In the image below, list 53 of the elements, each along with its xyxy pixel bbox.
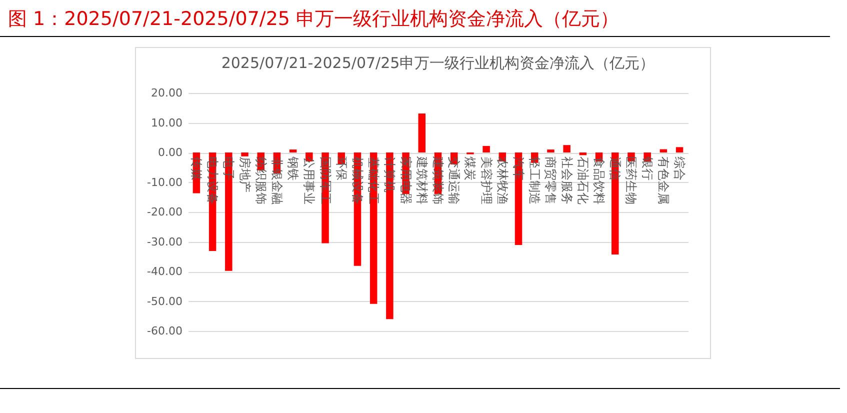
x-tick-label: 煤炭 — [463, 156, 478, 180]
chart-subtitle: 2025/07/21-2025/07/25申万一级行业机构资金净流入（亿元） — [221, 54, 655, 72]
x-tick-label: 商贸零售 — [544, 156, 558, 204]
y-tick-label: -10.00 — [147, 176, 182, 189]
bar — [579, 152, 587, 156]
x-tick-label: 非银金融 — [270, 156, 284, 204]
x-tick-label: 环保 — [334, 156, 348, 180]
x-tick-label: 有色金属 — [656, 156, 670, 204]
x-tick-label: 建筑装饰 — [431, 156, 445, 204]
bar — [289, 150, 297, 152]
bar — [241, 152, 248, 156]
x-tick-label: 汽车 — [512, 156, 526, 180]
bar — [660, 149, 668, 152]
y-tick-label: -50.00 — [147, 294, 182, 308]
x-tick-label: 医药生物 — [624, 156, 638, 204]
chart-title: 图 1：2025/07/21-2025/07/25 申万一级行业机构资金净流入（亿元） — [0, 0, 830, 37]
y-tick-label: 20.00 — [151, 86, 182, 100]
x-tick-label: 钢铁 — [286, 156, 300, 180]
x-tick-label: 综合 — [672, 156, 687, 180]
x-tick-label: 计算机 — [382, 156, 397, 192]
x-tick-label: 银行 — [640, 156, 654, 180]
x-tick-label: 家用电器 — [398, 156, 413, 204]
y-tick-label: -20.00 — [147, 206, 182, 218]
x-tick-label: 石油石化 — [576, 156, 590, 204]
x-tick-label: 房地产 — [238, 156, 252, 192]
y-tick-label: -40.00 — [147, 265, 182, 278]
x-tick-label: 建筑材料 — [414, 156, 429, 204]
x-tick-label: 电子 — [222, 156, 236, 180]
bar — [482, 146, 490, 152]
x-tick-label: 交通运输 — [447, 156, 462, 204]
bar — [418, 114, 426, 152]
bar — [676, 147, 684, 152]
bar — [563, 145, 570, 152]
x-tick-label: 公用事业 — [302, 156, 316, 204]
x-tick-label: 社会服务 — [560, 156, 574, 204]
bar — [547, 150, 554, 152]
x-tick-label: 国防军工 — [318, 156, 332, 204]
y-tick-label: -30.00 — [147, 235, 182, 248]
x-tick-label: 轻工制造 — [528, 156, 542, 204]
x-tick-label: 食品饮料 — [592, 156, 606, 204]
x-tick-label: 电力设备 — [206, 156, 220, 204]
x-tick-label: 农林牧渔 — [495, 156, 510, 204]
y-tick-label: 10.00 — [151, 116, 182, 130]
x-tick-label: 传媒 — [189, 156, 204, 180]
bar — [225, 152, 232, 271]
x-tick-label: 机械设备 — [350, 156, 364, 204]
x-tick-label: 基础化工 — [366, 156, 381, 204]
y-tick-label: -60.00 — [147, 324, 182, 338]
x-tick-label: 纺织服饰 — [254, 156, 268, 204]
bar — [386, 152, 394, 320]
x-tick-label: 美容护理 — [479, 156, 494, 204]
x-tick-label: 通信 — [608, 156, 622, 180]
y-tick-label: 0.00 — [158, 146, 182, 159]
